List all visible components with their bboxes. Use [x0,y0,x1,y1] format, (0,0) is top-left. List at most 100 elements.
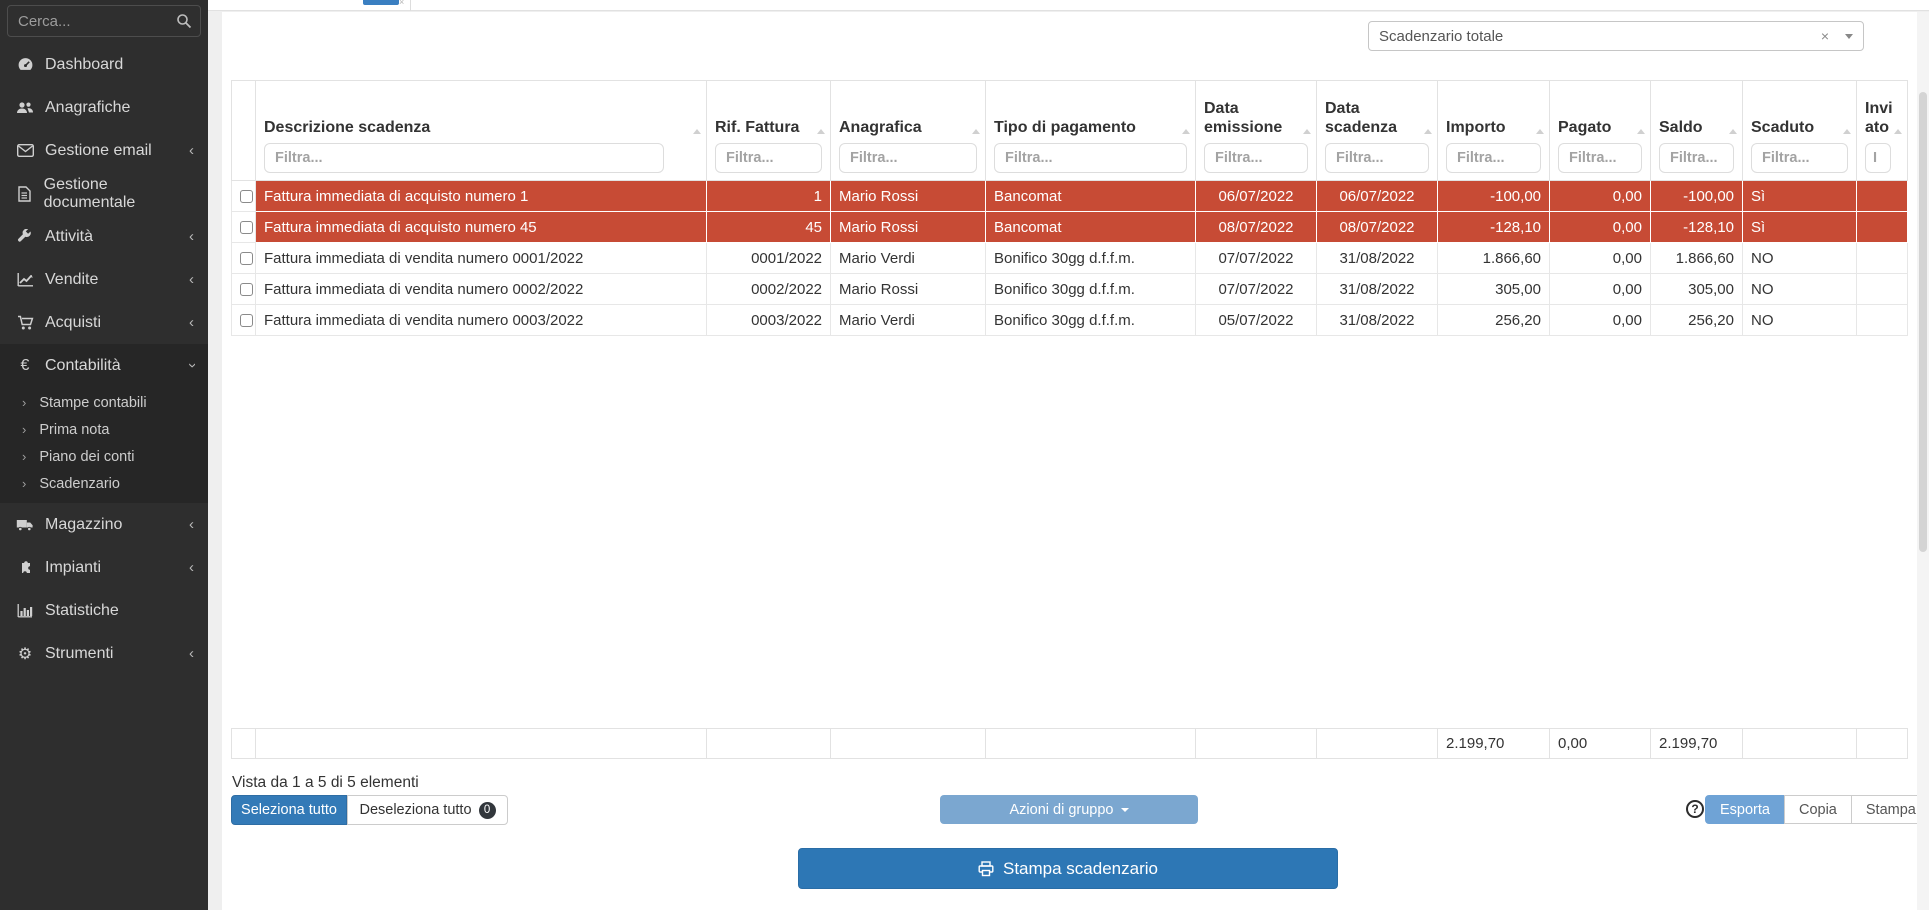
sidebar-item-impianti[interactable]: Impianti ‹ [0,546,208,589]
sort-icon[interactable] [1729,129,1737,134]
gear-icon: ⚙ [17,645,33,663]
sort-icon[interactable] [817,129,825,134]
sidebar-item-acquisti[interactable]: Acquisti ‹ [0,301,208,344]
filter-tipo-input[interactable] [994,143,1187,173]
sort-icon[interactable] [693,129,701,134]
sidebar-item-magazzino[interactable]: Magazzino ‹ [0,503,208,546]
sidebar-item-statistiche[interactable]: Statistiche [0,589,208,632]
table-footer: 2.199,70 0,00 2.199,70 [231,728,1908,759]
sidebar-item-label: Vendite [45,270,99,288]
sort-icon[interactable] [1182,129,1190,134]
total-saldo: 2.199,70 [1650,728,1743,759]
sort-icon[interactable] [1303,129,1311,134]
copy-button[interactable]: Copia [1783,795,1852,824]
row-checkbox[interactable] [240,189,253,203]
sort-icon[interactable] [1894,129,1902,134]
table-row[interactable]: Fattura immediata di vendita numero 0002… [231,273,1908,305]
sidebar-item-gestione-documentale[interactable]: Gestione documentale [0,172,208,215]
chevron-right-icon: › [22,449,27,464]
header-importo[interactable]: Importo [1437,80,1550,181]
sidebar-item-anagrafiche[interactable]: Anagrafiche [0,86,208,129]
sidebar-item-gestione-email[interactable]: Gestione email ‹ [0,129,208,172]
header-tipo-pagamento[interactable]: Tipo di pagamento [985,80,1196,181]
total-importo: 2.199,70 [1437,728,1550,759]
chevron-down-icon: ‹ [183,363,200,368]
deselect-all-button[interactable]: Deseleziona tutto 0 [347,795,508,825]
row-checkbox[interactable] [240,313,253,327]
sidebar-item-strumenti[interactable]: ⚙ Strumenti ‹ [0,632,208,675]
active-tab-indicator[interactable] [363,0,399,5]
tab-strip: × [208,0,1929,11]
select-all-button[interactable]: Seleziona tutto [231,795,347,825]
table-row[interactable]: Fattura immediata di vendita numero 0003… [231,304,1908,336]
sidebar-item-contabilita[interactable]: € Contabilità ‹ [0,344,208,387]
row-checkbox[interactable] [240,282,253,296]
filter-pagato-input[interactable] [1558,143,1642,173]
header-pagato[interactable]: Pagato [1549,80,1651,181]
filter-emissione-input[interactable] [1204,143,1308,173]
scadenzario-table: Descrizione scadenza Rif. Fattura Anagra… [231,80,1908,336]
header-saldo[interactable]: Saldo [1650,80,1743,181]
sidebar-subitem-scadenzario[interactable]: › Scadenzario [0,470,208,497]
header-data-scadenza[interactable]: Data scadenza [1316,80,1438,181]
header-data-emissione[interactable]: Data emissione [1195,80,1317,181]
header-inviato[interactable]: Inviato [1856,80,1908,181]
sidebar-subitem-label: Piano dei conti [39,448,135,465]
scrollbar-thumb[interactable] [1919,92,1927,552]
filter-anagrafica-input[interactable] [839,143,977,173]
row-checkbox[interactable] [240,220,253,234]
sort-icon[interactable] [1536,129,1544,134]
table-row[interactable]: Fattura immediata di vendita numero 0001… [231,242,1908,274]
sidebar-subitem-stampe-contabili[interactable]: › Stampe contabili [0,389,208,416]
sidebar-item-vendite[interactable]: Vendite ‹ [0,258,208,301]
filter-scadenza-input[interactable] [1325,143,1429,173]
print-schedule-button[interactable]: Stampa scadenzario [798,848,1338,889]
clear-selection-icon[interactable]: × [1820,28,1829,44]
group-actions-button[interactable]: Azioni di gruppo [940,795,1198,824]
export-button-group: Esporta Copia Stampa [1705,795,1929,824]
vertical-scrollbar[interactable] [1917,12,1929,910]
sidebar-subitem-piano-dei-conti[interactable]: › Piano dei conti [0,443,208,470]
chevron-left-icon: ‹ [189,142,194,159]
sort-icon[interactable] [1843,129,1851,134]
print-button[interactable]: Stampa [1850,795,1929,824]
header-descrizione[interactable]: Descrizione scadenza [255,80,707,181]
sort-icon[interactable] [972,129,980,134]
filter-saldo-input[interactable] [1659,143,1734,173]
sidebar-item-label: Strumenti [45,644,114,662]
help-icon[interactable]: ? [1686,800,1704,818]
totals-row: 2.199,70 0,00 2.199,70 [231,728,1908,759]
sidebar-item-dashboard[interactable]: Dashboard [0,43,208,86]
chevron-right-icon: › [22,476,27,491]
chevron-left-icon: ‹ [189,314,194,331]
header-anagrafica[interactable]: Anagrafica [830,80,986,181]
chevron-right-icon: › [22,395,27,410]
filter-descrizione-input[interactable] [264,143,664,173]
filter-importo-input[interactable] [1446,143,1541,173]
filter-rif-input[interactable] [715,143,822,173]
bar-chart-icon [14,603,36,618]
table-row[interactable]: Fattura immediata di acquisto numero 1 1… [231,180,1908,212]
sort-icon[interactable] [1637,129,1645,134]
sidebar-subitem-prima-nota[interactable]: › Prima nota [0,416,208,443]
header-rif-fattura[interactable]: Rif. Fattura [706,80,831,181]
sidebar-nav: Dashboard Anagrafiche Gestione email ‹ G… [0,37,208,675]
sidebar-group-contabilita: € Contabilità ‹ › Stampe contabili › Pri… [0,344,208,503]
table-row[interactable]: Fattura immediata di acquisto numero 45 … [231,211,1908,243]
chevron-left-icon: ‹ [189,516,194,533]
filter-inviato-input[interactable] [1865,143,1891,173]
sort-icon[interactable] [1424,129,1432,134]
export-button[interactable]: Esporta [1705,795,1785,824]
scadenzario-type-select[interactable]: Scadenzario totale × [1368,21,1864,51]
filter-scaduto-input[interactable] [1751,143,1848,173]
sidebar: Dashboard Anagrafiche Gestione email ‹ G… [0,0,208,910]
sidebar-item-attivita[interactable]: Attività ‹ [0,215,208,258]
printer-icon [978,860,994,876]
row-checkbox[interactable] [240,251,253,265]
select-caret-icon[interactable] [1845,33,1853,39]
sidebar-item-label: Gestione email [45,141,152,159]
tab-close-icon[interactable]: × [399,0,405,7]
search-input[interactable] [7,5,201,37]
header-scaduto[interactable]: Scaduto [1742,80,1857,181]
sidebar-subitem-label: Stampe contabili [39,394,147,411]
